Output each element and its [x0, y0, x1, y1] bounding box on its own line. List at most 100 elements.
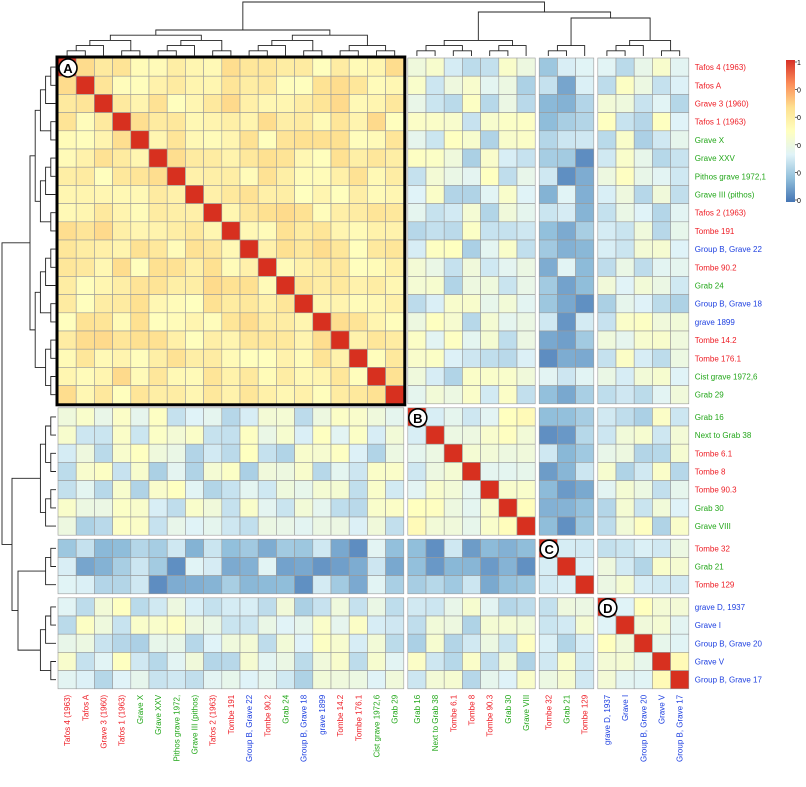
heatmap-cell — [407, 130, 427, 150]
heatmap-cell — [185, 348, 204, 368]
heatmap-cell — [367, 480, 386, 500]
heatmap-cell — [385, 480, 405, 500]
heatmap-cell — [557, 498, 576, 518]
heatmap-cell — [480, 633, 500, 653]
heatmap-cell — [670, 221, 690, 241]
heatmap-cell — [330, 294, 350, 314]
heatmap-cell — [203, 498, 223, 518]
heatmap-cell — [538, 294, 558, 314]
heatmap-cell — [597, 367, 617, 386]
heatmap-cell — [75, 239, 95, 259]
heatmap-cell — [185, 276, 204, 295]
heatmap-cell — [203, 330, 223, 350]
heatmap-cell — [385, 557, 405, 576]
heatmap-cell — [276, 597, 295, 617]
heatmap-cell — [367, 498, 386, 518]
colorbar-tick-label: 0 — [797, 170, 801, 177]
heatmap-cell — [407, 615, 427, 635]
heatmap-cell — [407, 462, 427, 481]
column-label: Group B, Grave 18 — [300, 694, 309, 762]
heatmap-cell — [480, 425, 500, 445]
heatmap-cell — [443, 348, 463, 368]
heatmap-cell — [75, 221, 95, 241]
heatmap-cell — [276, 148, 295, 168]
heatmap-cell — [112, 575, 132, 595]
heatmap-cell — [348, 670, 368, 690]
heatmap-cell — [462, 652, 481, 671]
heatmap-cell — [538, 615, 558, 635]
heatmap-cell — [498, 112, 518, 132]
row-label: Grab 30 — [695, 504, 724, 513]
heatmap-cell — [516, 407, 536, 427]
heatmap-cell — [597, 130, 617, 150]
heatmap-cell — [425, 443, 445, 463]
heatmap-cell — [185, 330, 204, 350]
heatmap-cell — [112, 516, 132, 536]
heatmap-cell — [94, 615, 113, 635]
heatmap-cell — [75, 597, 95, 617]
heatmap-cell — [538, 75, 558, 95]
heatmap-cell — [597, 257, 617, 277]
heatmap-cell — [203, 276, 223, 295]
column-label: Tombe 129 — [581, 694, 590, 734]
heatmap-cell — [498, 633, 518, 653]
row-label: Grab 24 — [695, 282, 724, 291]
heatmap-cell — [670, 130, 690, 150]
row-label: Tombe 6.1 — [695, 449, 733, 458]
heatmap-cell — [276, 462, 295, 481]
heatmap-cell — [367, 94, 386, 113]
heatmap-cell — [130, 480, 150, 500]
heatmap-cell — [221, 239, 241, 259]
heatmap-cell — [312, 148, 332, 168]
heatmap-cell — [407, 57, 427, 77]
heatmap-cell — [538, 425, 558, 445]
heatmap-cell — [221, 538, 241, 558]
heatmap-cell — [276, 575, 295, 595]
heatmap-cell — [498, 652, 518, 671]
heatmap-cell — [652, 185, 671, 204]
heatmap-cell — [443, 557, 463, 576]
heatmap-cell — [239, 57, 259, 77]
heatmap-cell — [94, 94, 113, 113]
heatmap-cell — [498, 425, 518, 445]
heatmap-cell — [385, 425, 405, 445]
heatmap-cell — [538, 462, 558, 481]
heatmap-cell — [221, 112, 241, 132]
heatmap-cell — [148, 443, 168, 463]
heatmap-cell — [462, 148, 481, 168]
heatmap-cell — [367, 148, 386, 168]
heatmap-cell — [348, 516, 368, 536]
heatmap-cell — [257, 480, 277, 500]
heatmap-cell — [670, 575, 690, 595]
heatmap-cell — [57, 203, 77, 223]
heatmap-cell — [185, 575, 204, 595]
heatmap-cell — [294, 276, 314, 295]
heatmap-cell — [480, 166, 500, 186]
heatmap-cell — [348, 130, 368, 150]
heatmap-cell — [652, 443, 671, 463]
heatmap-cell — [425, 348, 445, 368]
heatmap-cell — [185, 516, 204, 536]
heatmap-cell — [425, 633, 445, 653]
column-label: Grab 16 — [413, 694, 422, 723]
row-label: Grave X — [695, 136, 725, 145]
heatmap-cell — [257, 652, 277, 671]
heatmap-cell — [367, 516, 386, 536]
heatmap-cell — [385, 312, 405, 332]
heatmap-cell — [112, 75, 132, 95]
heatmap-cell — [257, 148, 277, 168]
heatmap-cell — [670, 462, 690, 481]
heatmap-cell — [239, 670, 259, 690]
heatmap-cell — [348, 633, 368, 653]
heatmap-cell — [94, 348, 113, 368]
heatmap-cell — [348, 652, 368, 671]
heatmap-cell — [443, 670, 463, 690]
heatmap-cell — [652, 166, 671, 186]
heatmap-cell — [112, 257, 132, 277]
heatmap-cell — [407, 330, 427, 350]
heatmap-cell — [94, 575, 113, 595]
heatmap-cell — [516, 130, 536, 150]
heatmap-cell — [557, 276, 576, 295]
heatmap-cell — [75, 498, 95, 518]
heatmap-cell — [538, 557, 558, 576]
